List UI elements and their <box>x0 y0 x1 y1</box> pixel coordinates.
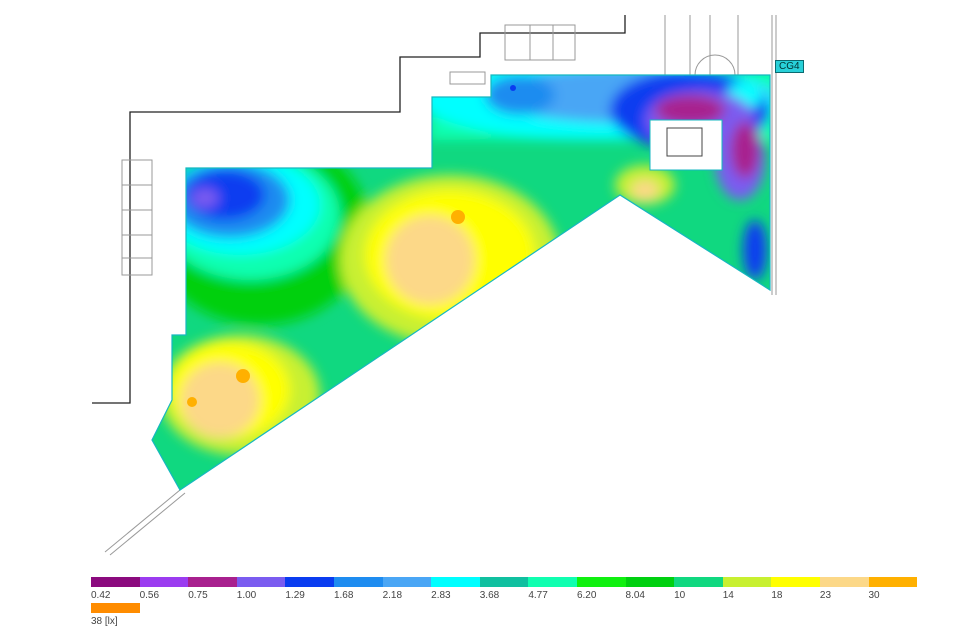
legend-swatch <box>528 577 577 587</box>
room-outline <box>151 74 771 491</box>
legend-swatch <box>674 577 723 587</box>
legend-item: 0.42 <box>91 577 140 601</box>
legend-swatch <box>333 577 383 587</box>
floor-plan <box>92 15 777 556</box>
legend-swatch <box>236 577 286 587</box>
legend-item: 14 <box>722 577 772 601</box>
legend-label: 0.42 <box>91 590 111 601</box>
legend-unit-label: 38 [lx] <box>91 616 118 627</box>
legend-label: 4.77 <box>528 590 548 601</box>
legend-swatch <box>139 577 189 587</box>
legend-item: 4.77 <box>528 577 577 601</box>
legend-label: 14 <box>722 590 734 601</box>
legend-label: 1.00 <box>236 590 257 601</box>
legend-label: 1.68 <box>333 590 354 601</box>
legend-swatch <box>91 603 140 613</box>
legend-swatch <box>91 577 140 587</box>
legend-label: 18 <box>771 590 783 601</box>
legend-label: 6.20 <box>576 590 597 601</box>
legend-swatch <box>722 577 772 587</box>
legend-swatch <box>431 577 480 587</box>
legend-item: 8.04 <box>625 577 675 601</box>
legend-label: 0.75 <box>188 590 208 601</box>
legend-label: 2.18 <box>382 590 403 601</box>
legend-item: 6.20 <box>576 577 626 601</box>
legend-swatch <box>771 577 820 587</box>
legend-item: 1.68 <box>333 577 383 601</box>
legend-item: 18 <box>771 577 820 601</box>
walls <box>92 15 626 404</box>
legend-item: 1.00 <box>236 577 286 601</box>
legend-swatch <box>382 577 432 587</box>
legend-item: 0.56 <box>139 577 189 601</box>
legend-swatch <box>285 577 334 587</box>
legend-label: 10 <box>674 590 686 601</box>
legend-label: 30 <box>868 590 880 601</box>
legend-label: 1.29 <box>285 590 305 601</box>
legend-label: 3.68 <box>479 590 500 601</box>
legend-swatch <box>868 577 918 587</box>
area-tag: CG4 <box>775 60 804 73</box>
legend-label: 0.56 <box>139 590 160 601</box>
legend-swatch <box>188 577 237 587</box>
column-obstruction <box>649 119 723 171</box>
legend-item: 30 <box>868 577 918 601</box>
legend-label: 2.83 <box>431 590 451 601</box>
legend-item: 1.29 <box>285 577 334 601</box>
furniture <box>104 15 777 556</box>
legend-item: 23 <box>819 577 869 601</box>
legend-label: 23 <box>819 590 832 601</box>
color-legend: 0.42 0.56 0.75 1.00 1.29 1.68 2.18 2.83 3.68 4.77… <box>91 577 921 627</box>
legend-item: 10 <box>674 577 723 601</box>
legend-swatch <box>625 577 675 587</box>
legend-label: 8.04 <box>625 590 645 601</box>
legend-item: 0.75 <box>188 577 237 601</box>
legend-item-last: 38 [lx] <box>91 603 140 627</box>
legend-item: 2.18 <box>382 577 432 601</box>
legend-item: 3.68 <box>479 577 529 601</box>
legend-swatch <box>576 577 626 587</box>
legend-swatch <box>479 577 529 587</box>
legend-item: 2.83 <box>431 577 480 601</box>
legend-swatch <box>819 577 869 587</box>
